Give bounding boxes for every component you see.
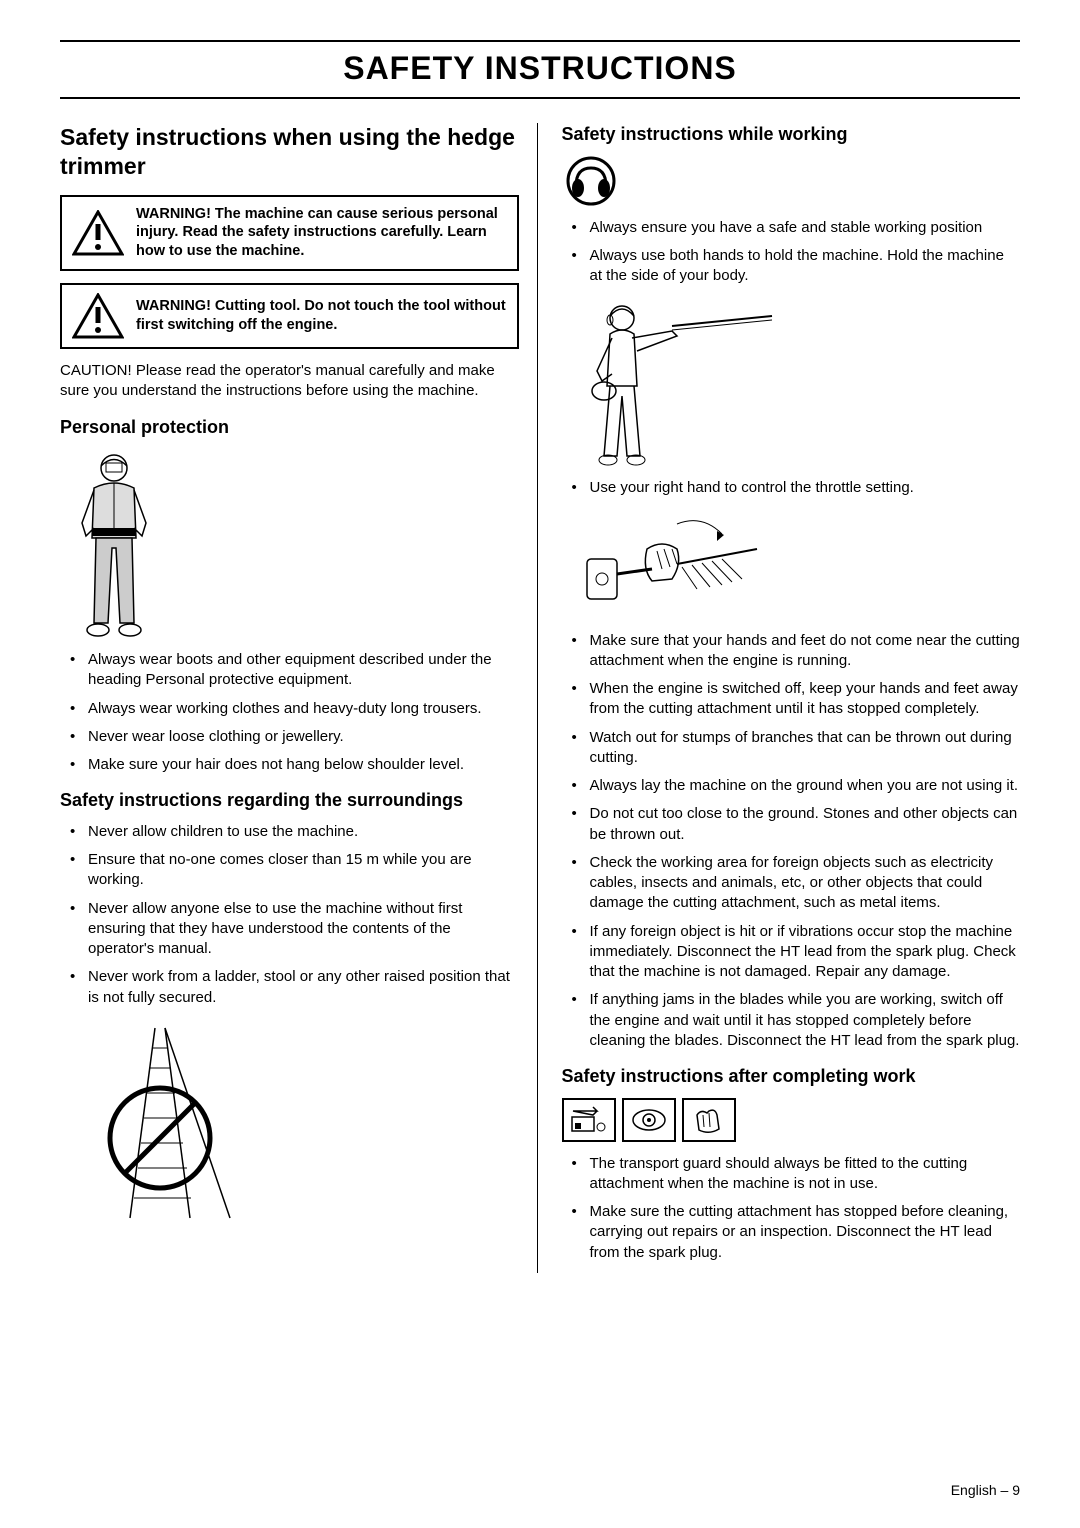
after-work-heading: Safety instructions after completing wor… — [562, 1065, 1021, 1088]
list-item: Always wear working clothes and heavy-du… — [60, 699, 519, 719]
no-ladder-illustration — [100, 1018, 519, 1228]
right-column: Safety instructions while working Always… — [562, 123, 1021, 1273]
working-heading: Safety instructions while working — [562, 123, 1021, 146]
list-item: Make sure that your hands and feet do no… — [562, 631, 1021, 672]
working-list-c: Make sure that your hands and feet do no… — [562, 631, 1021, 1052]
list-item: Never work from a ladder, stool or any o… — [60, 967, 519, 1008]
list-item: If anything jams in the blades while you… — [562, 990, 1021, 1051]
list-item: Always lay the machine on the ground whe… — [562, 776, 1021, 796]
list-item: Never allow anyone else to use the machi… — [60, 899, 519, 960]
list-item: When the engine is switched off, keep yo… — [562, 679, 1021, 720]
list-item: Never allow children to use the machine. — [60, 822, 519, 842]
list-item: Do not cut too close to the ground. Ston… — [562, 804, 1021, 845]
personal-protection-heading: Personal protection — [60, 416, 519, 439]
list-item: Always ensure you have a safe and stable… — [562, 218, 1021, 238]
inspect-icon — [622, 1098, 676, 1142]
list-item: Always use both hands to hold the machin… — [562, 246, 1021, 287]
main-heading: Safety instructions when using the hedge… — [60, 123, 519, 181]
warning-box-1: WARNING! The machine can cause serious p… — [60, 195, 519, 272]
switch-off-icon — [562, 1098, 616, 1142]
page-footer: English – 9 — [951, 1482, 1020, 1498]
list-item: Make sure the cutting attachment has sto… — [562, 1202, 1021, 1263]
after-work-list: The transport guard should always be fit… — [562, 1154, 1021, 1263]
list-item: Check the working area for foreign objec… — [562, 853, 1021, 914]
list-item: If any foreign object is hit or if vibra… — [562, 922, 1021, 983]
list-item: Never wear loose clothing or jewellery. — [60, 727, 519, 747]
hands-throttle-illustration — [582, 509, 1021, 619]
warning-box-2: WARNING! Cutting tool. Do not touch the … — [60, 283, 519, 349]
left-column: Safety instructions when using the hedge… — [60, 123, 538, 1273]
gloves-icon — [682, 1098, 736, 1142]
footer-sep: – — [1001, 1482, 1009, 1498]
warning-triangle-icon — [72, 293, 124, 339]
warning-text-1: WARNING! The machine can cause serious p… — [136, 205, 507, 262]
caution-text: CAUTION! Please read the operator's manu… — [60, 361, 519, 402]
warning-text-2: WARNING! Cutting tool. Do not touch the … — [136, 297, 507, 335]
page-title: SAFETY INSTRUCTIONS — [60, 42, 1020, 99]
list-item: Always wear boots and other equipment de… — [60, 650, 519, 691]
list-item: The transport guard should always be fit… — [562, 1154, 1021, 1195]
list-item: Watch out for stumps of branches that ca… — [562, 728, 1021, 769]
list-item: Use your right hand to control the throt… — [562, 478, 1021, 498]
warning-triangle-icon — [72, 210, 124, 256]
person-holding-trimmer-illustration — [582, 296, 1021, 466]
surroundings-list: Never allow children to use the machine.… — [60, 822, 519, 1008]
ear-protection-icon — [566, 156, 1021, 206]
content-columns: Safety instructions when using the hedge… — [60, 123, 1020, 1273]
after-work-icons — [562, 1098, 1021, 1142]
footer-lang: English — [951, 1482, 997, 1498]
footer-page: 9 — [1012, 1482, 1020, 1498]
personal-protection-list: Always wear boots and other equipment de… — [60, 650, 519, 775]
surroundings-heading: Safety instructions regarding the surrou… — [60, 789, 519, 812]
list-item: Make sure your hair does not hang below … — [60, 755, 519, 775]
list-item: Ensure that no-one comes closer than 15 … — [60, 850, 519, 891]
working-list-a: Always ensure you have a safe and stable… — [562, 218, 1021, 287]
person-ppe-illustration — [64, 448, 519, 638]
working-list-b: Use your right hand to control the throt… — [562, 478, 1021, 498]
